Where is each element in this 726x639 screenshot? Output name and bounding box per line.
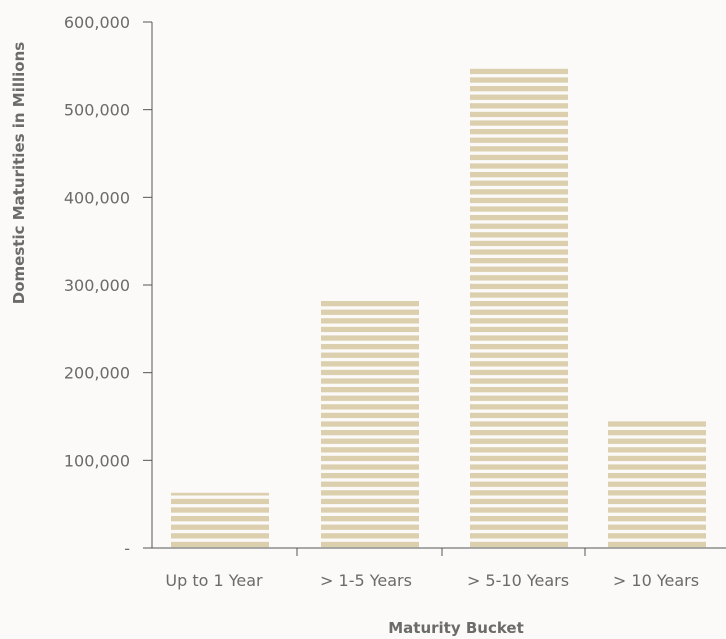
bar-4 bbox=[608, 418, 706, 548]
x-tick-label: > 1-5 Years bbox=[320, 571, 412, 590]
y-tick-label: - bbox=[124, 539, 130, 558]
axes-group bbox=[143, 21, 726, 556]
labels-group: - 100,000 200,000 300,000 400,000 500,000 600,… bbox=[64, 13, 699, 590]
x-tick-label: > 10 Years bbox=[613, 571, 699, 590]
y-tick-label: 100,000 bbox=[64, 451, 130, 470]
bar-3 bbox=[470, 65, 568, 548]
y-tick-label: 600,000 bbox=[64, 13, 130, 32]
bar-2 bbox=[321, 298, 419, 548]
y-tick-label: 400,000 bbox=[64, 188, 130, 207]
x-axis-title: Maturity Bucket bbox=[388, 619, 524, 637]
x-tick-label: Up to 1 Year bbox=[165, 571, 263, 590]
y-axis-title: Domestic Maturities in Millions bbox=[10, 42, 28, 305]
y-tick-label: 200,000 bbox=[64, 364, 130, 383]
bar-1 bbox=[171, 492, 269, 548]
x-tick-label: > 5-10 Years bbox=[467, 571, 569, 590]
y-tick-label: 500,000 bbox=[64, 101, 130, 120]
bars-group bbox=[171, 65, 706, 548]
y-tick-label: 300,000 bbox=[64, 276, 130, 295]
